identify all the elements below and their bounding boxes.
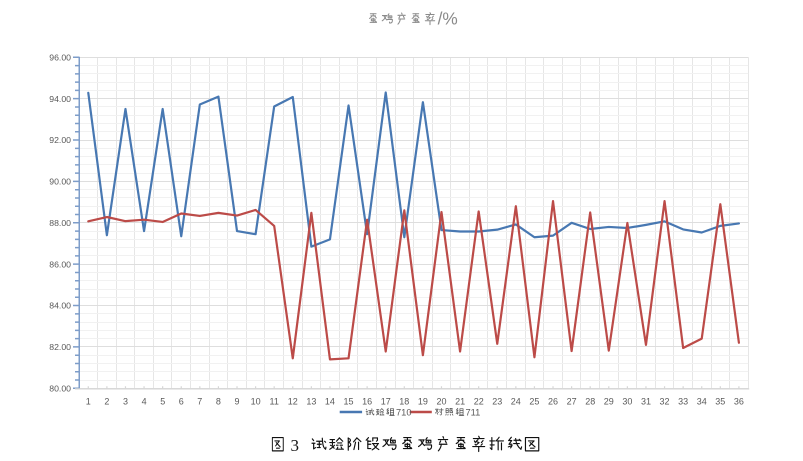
svg-text:23: 23 [492, 397, 502, 407]
svg-text:12: 12 [288, 397, 298, 407]
svg-text:24: 24 [511, 397, 521, 407]
svg-text:33: 33 [678, 397, 688, 407]
svg-text:13: 13 [306, 397, 316, 407]
svg-text:5: 5 [160, 397, 165, 407]
svg-text:35: 35 [715, 397, 725, 407]
svg-text:20: 20 [436, 397, 446, 407]
svg-text:94.00: 94.00 [49, 94, 71, 104]
svg-text:28: 28 [585, 397, 595, 407]
svg-text:19: 19 [418, 397, 428, 407]
svg-text:84.00: 84.00 [49, 301, 71, 311]
svg-text:10: 10 [251, 397, 261, 407]
svg-text:3: 3 [291, 436, 300, 455]
svg-text:6: 6 [179, 397, 184, 407]
svg-text:32: 32 [659, 397, 669, 407]
svg-text:2: 2 [104, 397, 109, 407]
svg-text:26: 26 [548, 397, 558, 407]
svg-text:80.00: 80.00 [49, 383, 71, 393]
svg-text:9: 9 [234, 397, 239, 407]
svg-text:86.00: 86.00 [49, 259, 71, 269]
svg-text:711: 711 [466, 407, 481, 417]
svg-text:15: 15 [343, 397, 353, 407]
svg-text:96.00: 96.00 [49, 52, 71, 62]
svg-text:/%: /% [438, 8, 458, 28]
svg-text:31: 31 [641, 397, 651, 407]
svg-text:16: 16 [362, 397, 372, 407]
svg-text:92.00: 92.00 [49, 135, 71, 145]
svg-text:22: 22 [474, 397, 484, 407]
svg-text:14: 14 [325, 397, 335, 407]
svg-text:36: 36 [734, 397, 744, 407]
svg-text:3: 3 [123, 397, 128, 407]
svg-text:4: 4 [142, 397, 147, 407]
svg-text:21: 21 [455, 397, 465, 407]
svg-text:29: 29 [604, 397, 614, 407]
svg-text:25: 25 [529, 397, 539, 407]
svg-text:8: 8 [216, 397, 221, 407]
svg-text:90.00: 90.00 [49, 177, 71, 187]
svg-text:88.00: 88.00 [49, 218, 71, 228]
svg-text:17: 17 [381, 397, 391, 407]
svg-text:11: 11 [270, 397, 279, 407]
svg-text:18: 18 [399, 397, 409, 407]
svg-text:1: 1 [86, 397, 91, 407]
svg-text:710: 710 [396, 407, 412, 417]
svg-text:7: 7 [197, 397, 202, 407]
svg-text:30: 30 [622, 397, 632, 407]
svg-text:27: 27 [567, 397, 577, 407]
svg-text:82.00: 82.00 [49, 342, 71, 352]
svg-text:34: 34 [697, 397, 707, 407]
